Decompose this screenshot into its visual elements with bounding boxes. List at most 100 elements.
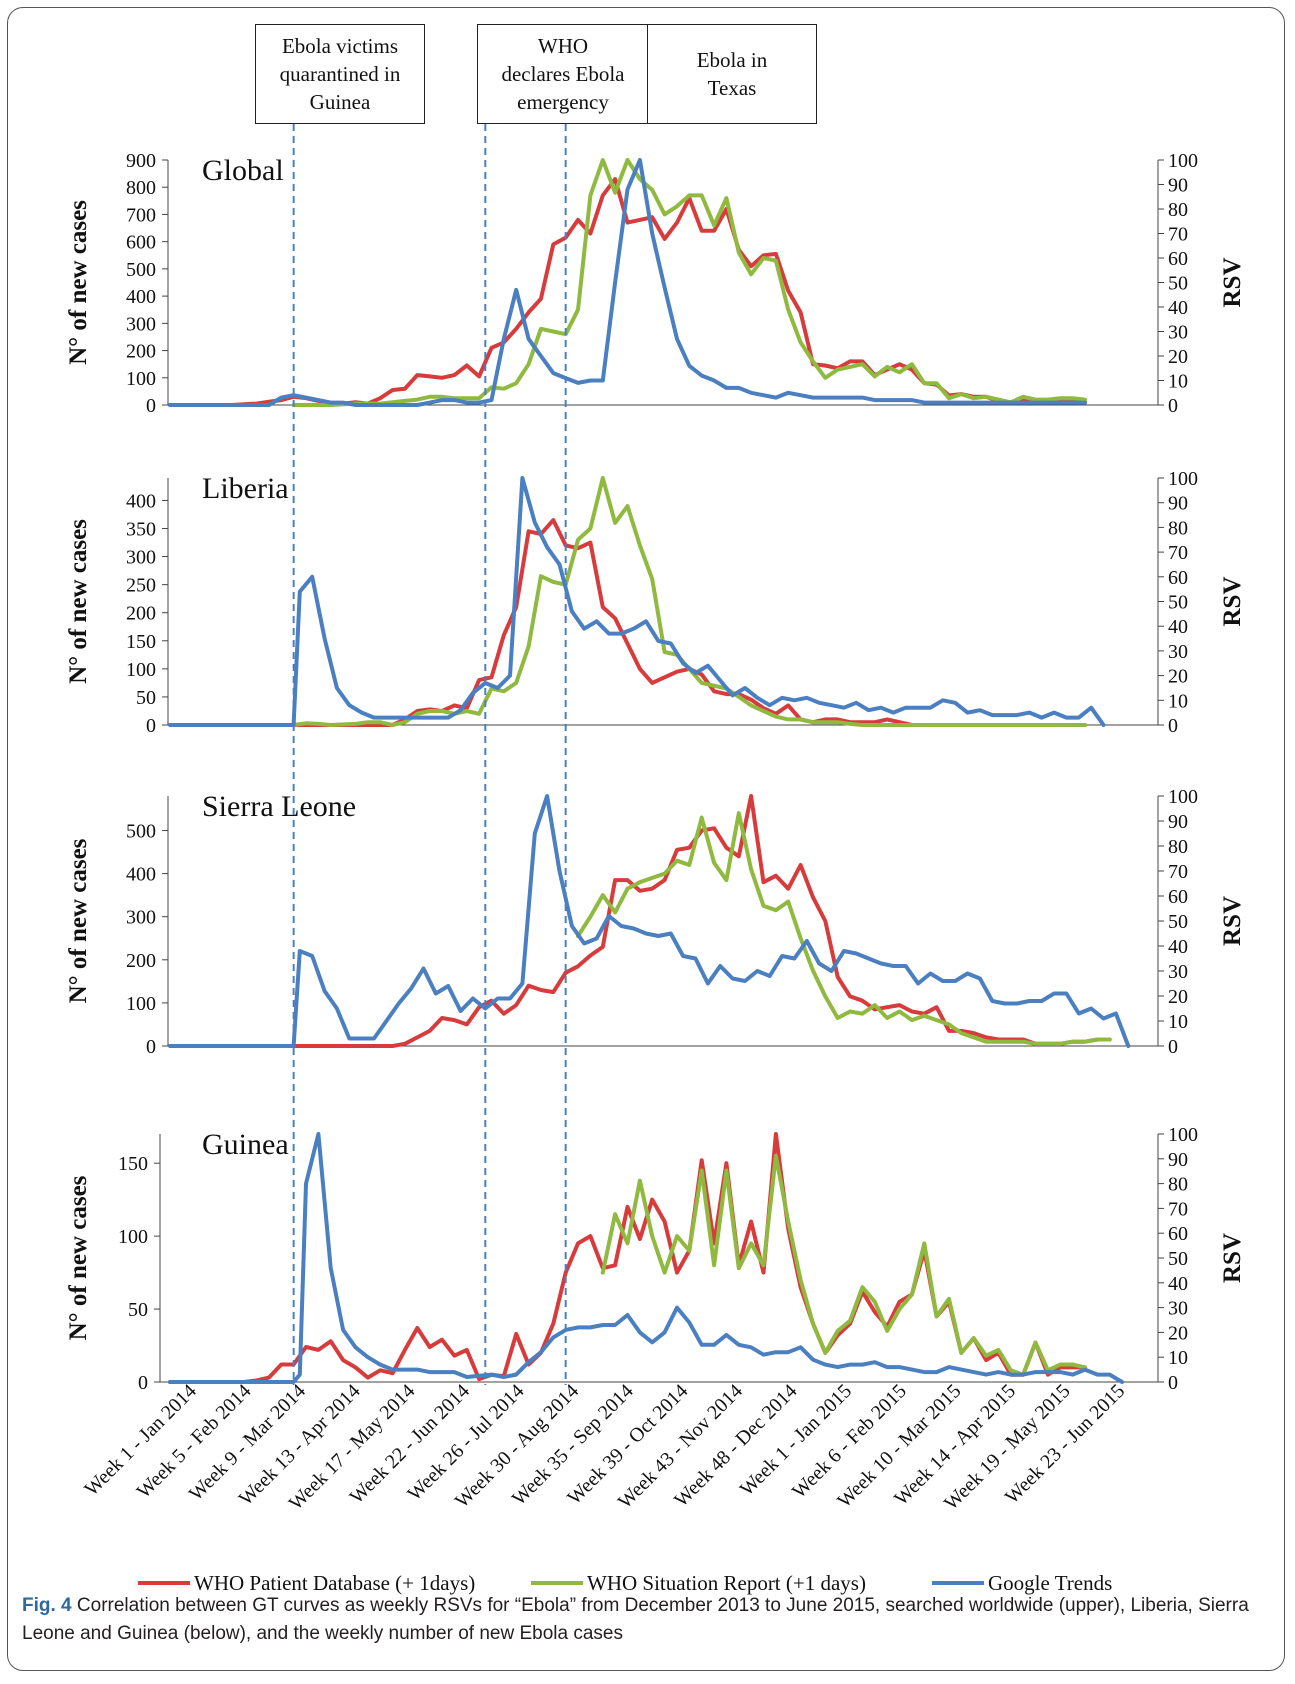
liberia-left-tick-label: 100 [126, 659, 156, 681]
sierra-leone-left-tick-label: 100 [126, 993, 156, 1015]
sierra-leone-right-tick-label: 90 [1168, 811, 1188, 833]
liberia-left-tick-label: 400 [126, 490, 156, 512]
guinea-panel-title: Guinea [202, 1128, 289, 1161]
liberia-right-tick-label: 70 [1168, 542, 1188, 564]
global-right-tick-label: 50 [1168, 273, 1188, 295]
global-series-who-situation-report-1-days [291, 158, 1087, 407]
sierra-leone-panel-title: Sierra Leone [202, 790, 356, 823]
sierra-leone-right-tick-label: 10 [1168, 1011, 1188, 1033]
guinea-y2label: RSV [1219, 1233, 1246, 1283]
global-right-tick-label: 10 [1168, 371, 1188, 393]
guinea-series-google-trends [168, 1132, 1125, 1384]
guinea-series-who-situation-report-1-days [600, 1153, 1087, 1377]
sierra-leone-series-google-trends [168, 794, 1131, 1048]
liberia-right-tick-label: 50 [1168, 592, 1188, 614]
legend-label-who-situation-report-1-days: WHO Situation Report (+1 days) [587, 1571, 866, 1595]
global-ylabel: N° of new cases [65, 200, 92, 365]
sierra-leone-left-tick-label: 0 [146, 1036, 156, 1058]
global-right-tick-label: 0 [1168, 395, 1178, 417]
sierra-leone-left-tick-label: 200 [126, 950, 156, 972]
sierra-leone-right-tick-label: 30 [1168, 961, 1188, 983]
liberia-right-tick-label: 30 [1168, 641, 1188, 663]
event-box-ebola-texas: Ebola in Texas [647, 24, 817, 124]
legend-label-who-patient-database-1days: WHO Patient Database (+ 1days) [194, 1571, 475, 1595]
global-right-tick-label: 70 [1168, 224, 1188, 246]
sierra-leone-right-tick-label: 70 [1168, 861, 1188, 883]
figure-caption-text: Correlation between GT curves as weekly … [22, 1595, 1249, 1644]
liberia-left-tick-label: 350 [126, 519, 156, 541]
event-box-who-emergency: WHO declares Ebola emergency [477, 24, 649, 124]
global-left-tick-label: 600 [126, 232, 156, 254]
global-series-who-patient-database-1days [168, 177, 1087, 407]
legend-label-google-trends: Google Trends [988, 1571, 1112, 1595]
global-right-tick-label: 20 [1168, 346, 1188, 368]
sierra-leone-ylabel: N° of new cases [65, 838, 92, 1003]
sierra-leone-right-tick-label: 0 [1168, 1036, 1178, 1058]
global-right-tick-label: 60 [1168, 248, 1188, 270]
global-y2label: RSV [1219, 257, 1246, 307]
sierra-leone-y2label: RSV [1219, 896, 1246, 946]
sierra-leone-right-tick-label: 20 [1168, 986, 1188, 1008]
figure-caption: Fig. 4 Correlation between GT curves as … [22, 1592, 1267, 1648]
liberia-panel-title: Liberia [202, 472, 289, 505]
global-left-tick-label: 300 [126, 313, 156, 335]
sierra-leone-right-tick-label: 50 [1168, 911, 1188, 933]
guinea-right-tick-label: 20 [1168, 1322, 1188, 1344]
liberia-left-tick-label: 50 [136, 687, 156, 709]
guinea-right-tick-label: 10 [1168, 1347, 1188, 1369]
sierra-leone-left-tick-label: 300 [126, 907, 156, 929]
global-left-tick-label: 700 [126, 204, 156, 226]
liberia-y2label: RSV [1219, 576, 1246, 626]
liberia-right-tick-label: 80 [1168, 517, 1188, 539]
guinea-left-tick-label: 150 [118, 1153, 148, 1175]
global-left-tick-label: 0 [146, 395, 156, 417]
liberia-right-tick-label: 0 [1168, 715, 1178, 737]
guinea-left-tick-label: 50 [128, 1299, 148, 1321]
liberia-left-tick-label: 300 [126, 547, 156, 569]
global-left-tick-label: 400 [126, 286, 156, 308]
liberia-right-tick-label: 10 [1168, 690, 1188, 712]
global-left-tick-label: 800 [126, 177, 156, 199]
event-box-guinea-quarantine: Ebola victims quarantined in Guinea [255, 24, 425, 124]
liberia-left-tick-label: 200 [126, 603, 156, 625]
guinea-right-tick-label: 100 [1168, 1124, 1198, 1146]
guinea-left-tick-label: 0 [138, 1372, 148, 1394]
global-right-tick-label: 40 [1168, 297, 1188, 319]
liberia-right-tick-label: 60 [1168, 567, 1188, 589]
guinea-right-tick-label: 30 [1168, 1298, 1188, 1320]
liberia-right-tick-label: 20 [1168, 666, 1188, 688]
liberia-right-tick-label: 40 [1168, 616, 1188, 638]
sierra-leone-series-who-patient-database-1days [291, 794, 1112, 1048]
global-left-tick-label: 500 [126, 259, 156, 281]
liberia-left-tick-label: 250 [126, 575, 156, 597]
liberia-left-tick-label: 150 [126, 631, 156, 653]
global-left-tick-label: 900 [126, 150, 156, 172]
sierra-leone-left-tick-label: 400 [126, 864, 156, 886]
guinea-right-tick-label: 0 [1168, 1372, 1178, 1394]
sierra-leone-right-tick-label: 80 [1168, 836, 1188, 858]
liberia-series-google-trends [168, 476, 1106, 727]
global-right-tick-label: 90 [1168, 175, 1188, 197]
guinea-right-tick-label: 70 [1168, 1198, 1188, 1220]
sierra-leone-right-tick-label: 60 [1168, 886, 1188, 908]
figure-frame [7, 7, 1285, 1671]
liberia-series-who-patient-database-1days [291, 518, 1087, 727]
global-left-tick-label: 200 [126, 341, 156, 363]
sierra-leone-right-tick-label: 40 [1168, 936, 1188, 958]
guinea-right-tick-label: 90 [1168, 1149, 1188, 1171]
liberia-series-who-situation-report-1-days [291, 476, 1087, 727]
global-panel-title: Global [202, 154, 284, 187]
liberia-ylabel: N° of new cases [65, 519, 92, 684]
guinea-right-tick-label: 50 [1168, 1248, 1188, 1270]
global-left-tick-label: 100 [126, 368, 156, 390]
liberia-right-tick-label: 90 [1168, 493, 1188, 515]
guinea-right-tick-label: 40 [1168, 1273, 1188, 1295]
sierra-leone-series-who-situation-report-1-days [576, 811, 1112, 1046]
sierra-leone-right-tick-label: 100 [1168, 786, 1198, 808]
liberia-right-tick-label: 100 [1168, 468, 1198, 490]
guinea-ylabel: N° of new cases [65, 1175, 92, 1340]
guinea-right-tick-label: 80 [1168, 1174, 1188, 1196]
sierra-leone-left-tick-label: 500 [126, 820, 156, 842]
global-right-tick-label: 100 [1168, 150, 1198, 172]
figure-caption-label: Fig. 4 [22, 1595, 72, 1616]
